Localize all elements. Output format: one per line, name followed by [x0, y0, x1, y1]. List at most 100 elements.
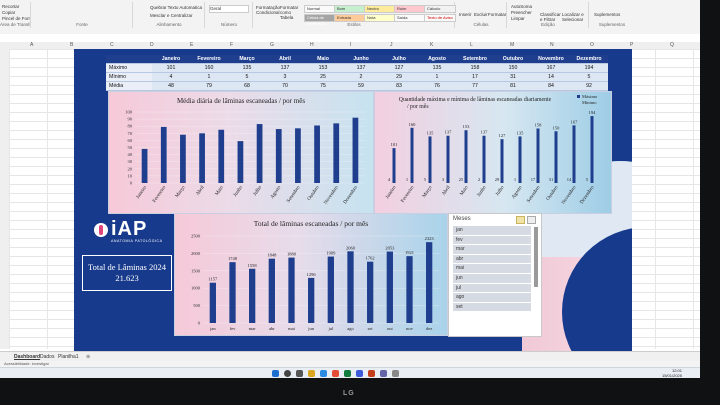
x-tick-label: Dezembro — [580, 185, 596, 205]
insert-button[interactable]: Inserir — [459, 12, 472, 17]
tab-dados[interactable]: Dados — [40, 354, 55, 360]
column-header[interactable]: J — [390, 42, 393, 48]
style-neutral[interactable]: Neutro — [364, 5, 396, 13]
style-calculation[interactable]: Cálculo — [424, 5, 456, 13]
fill-button[interactable]: Preencher — [511, 10, 532, 15]
months-slicer[interactable]: Meses jan fev mar abr mai jun jul ago set — [448, 213, 542, 337]
addins-button[interactable]: Suplementos — [594, 12, 621, 17]
ribbon-group-label: Fonte — [76, 22, 88, 27]
delete-button[interactable]: Excluir — [474, 12, 488, 17]
bar — [237, 141, 244, 183]
table-cell: 59 — [342, 81, 380, 91]
slicer-item[interactable]: jul — [453, 283, 531, 293]
style-good[interactable]: Bom — [334, 5, 366, 13]
table-cell: 160 — [190, 63, 228, 73]
wrap-text-button[interactable]: Quebrar Texto Automaticamente — [150, 5, 202, 10]
tab-dashboard[interactable]: Dashboard — [14, 354, 41, 360]
windows-start-icon[interactable] — [272, 370, 279, 377]
merge-center-button[interactable]: Mesclar e Centralizar — [150, 13, 193, 18]
task-view-icon[interactable] — [296, 370, 303, 377]
table-cell: 68 — [228, 81, 266, 91]
search-icon[interactable] — [284, 370, 291, 377]
column-header[interactable]: H — [310, 42, 314, 48]
style-input[interactable]: Entrada — [334, 14, 366, 22]
column-header[interactable]: I — [350, 42, 352, 48]
taskbar: 12:01 15/01/2025 — [0, 367, 700, 378]
column-header[interactable]: K — [430, 42, 434, 48]
x-tick-label: Julho — [495, 185, 506, 197]
column-header[interactable]: P — [630, 42, 634, 48]
clear-button[interactable]: Limpar — [511, 16, 525, 21]
chart-monthly-total[interactable]: Total de lâminas escaneadas / por mês 0 50… — [174, 213, 448, 336]
style-output[interactable]: Saída — [394, 14, 426, 22]
slicer-item[interactable]: abr — [453, 254, 531, 264]
add-sheet-icon[interactable]: ⊕ — [86, 354, 91, 360]
column-header[interactable]: G — [270, 42, 274, 48]
cut-button[interactable]: Recortar — [2, 4, 20, 9]
style-check-cell[interactable]: Célula de Verificação — [304, 14, 336, 26]
conditional-format-button[interactable]: Formatação Condicional — [256, 5, 281, 15]
tab-planilha1[interactable]: Planilha1 — [58, 354, 79, 360]
column-header[interactable]: E — [190, 42, 194, 48]
file-explorer-icon[interactable] — [308, 370, 315, 377]
chart-daily-average[interactable]: Média diária de lâminas escaneadas / por… — [108, 91, 374, 214]
bar — [347, 251, 354, 323]
slicer-item[interactable]: fev — [453, 235, 531, 245]
powerpoint-icon[interactable] — [368, 370, 375, 377]
table-header: Agosto — [418, 55, 456, 64]
style-bad[interactable]: Ruim — [394, 5, 426, 13]
teams-icon[interactable] — [380, 370, 387, 377]
column-header[interactable]: L — [470, 42, 473, 48]
system-clock[interactable]: 12:01 15/01/2025 — [662, 368, 682, 378]
x-tick-label: Agosto — [511, 185, 524, 200]
format-painter-button[interactable]: Pincel de Formatação — [2, 16, 30, 21]
column-header[interactable]: F — [230, 42, 234, 48]
x-tick-label: set — [368, 326, 374, 331]
column-header[interactable]: D — [150, 42, 154, 48]
column-header[interactable]: C — [110, 42, 114, 48]
word-icon[interactable] — [356, 370, 363, 377]
autosum-button[interactable]: AutoSoma — [511, 4, 533, 9]
style-normal[interactable]: Normal — [304, 5, 336, 13]
y-tick-label: 0 — [130, 181, 133, 186]
column-header[interactable]: M — [510, 42, 515, 48]
style-warning-text[interactable]: Texto de Aviso — [424, 14, 456, 22]
app-icon[interactable] — [392, 370, 399, 377]
y-tick-label: 1000 — [191, 286, 201, 291]
clear-filter-icon[interactable] — [527, 216, 536, 224]
slicer-item[interactable]: set — [453, 302, 531, 312]
column-header[interactable]: N — [550, 42, 554, 48]
excel-icon[interactable] — [344, 370, 351, 377]
bar — [426, 242, 433, 323]
bar — [180, 134, 186, 183]
column-header[interactable]: O — [590, 42, 594, 48]
slicer-item[interactable]: ago — [453, 293, 531, 302]
format-button[interactable]: Formatar — [488, 12, 507, 17]
multi-select-icon[interactable] — [516, 216, 525, 224]
column-header[interactable]: Q — [670, 42, 674, 48]
table-cell: 3 — [266, 72, 304, 82]
slicer-item[interactable]: mai — [453, 264, 531, 273]
slicer-item[interactable]: jan — [453, 226, 531, 235]
slicer-list: jan fev mar abr mai jun jul ago set — [449, 226, 541, 312]
slicer-item[interactable]: mar — [453, 245, 531, 254]
chart-title: Total de lâminas escaneadas / por mês — [254, 219, 369, 228]
sheet-tabs: Dashboard Dados Planilha1 ⊕ — [0, 351, 700, 362]
chrome-icon[interactable] — [332, 370, 339, 377]
copy-button[interactable]: Copiar — [2, 10, 16, 15]
slicer-item[interactable]: jun — [453, 273, 531, 283]
chart-max-min[interactable]: Quantidade máxima e mínima de lâminas es… — [374, 91, 612, 214]
ribbon-group-label: Células — [473, 22, 489, 27]
sort-filter-button[interactable]: Classificar e Filtrar — [540, 12, 561, 22]
y-tick-label: 40 — [128, 152, 133, 157]
row-label: Mínimo — [106, 72, 152, 82]
find-select-button[interactable]: Localizar e Selecionar — [562, 12, 584, 22]
format-as-table-button[interactable]: Formatar como Tabela — [280, 5, 299, 20]
column-header[interactable]: B — [70, 42, 74, 48]
number-format-select[interactable]: Geral — [209, 5, 249, 13]
data-label-min: 1 — [514, 177, 516, 182]
column-header[interactable]: A — [30, 42, 34, 48]
edge-icon[interactable] — [320, 370, 327, 377]
style-note[interactable]: Nota — [364, 14, 396, 22]
slicer-scrollbar[interactable] — [534, 227, 538, 287]
